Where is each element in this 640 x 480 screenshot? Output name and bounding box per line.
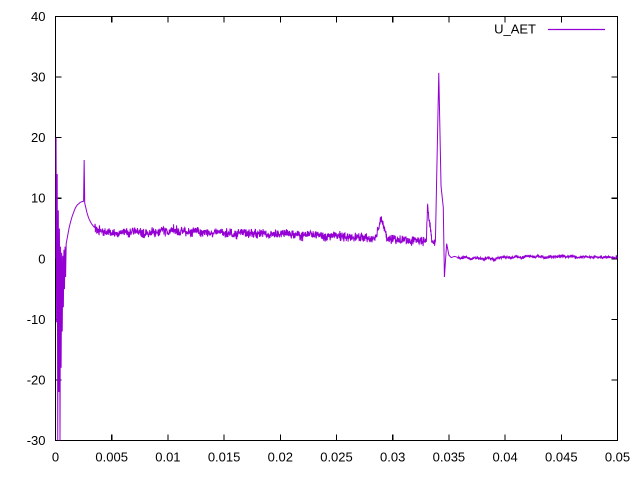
x-tick-label: 0.02 [268,450,293,465]
series-line-u_aet [55,72,618,441]
x-tick-label: 0 [52,450,59,465]
x-tick-label: 0.005 [95,450,128,465]
y-tick-label: -20 [27,372,46,387]
y-tick-label: 20 [31,130,45,145]
x-tick-label: 0.025 [320,450,353,465]
x-tick-label: 0.03 [380,450,405,465]
x-tick-label: 0.035 [433,450,466,465]
y-tick-label: -30 [27,433,46,448]
y-tick-label: 10 [31,191,45,206]
x-tick-label: 0.05 [605,450,630,465]
chart-legend: U_AET [494,22,605,37]
y-tick-label: 0 [38,251,45,266]
x-tick-label: 0.04 [492,450,517,465]
x-tick-label: 0.01 [155,450,180,465]
y-tick-label: 40 [31,9,45,24]
x-tick-label: 0.015 [208,450,241,465]
axis-layer: -30 -20 -10 0 10 20 30 40 0 0.005 0.01 0.015 0.02 0.0… [27,9,630,465]
y-tick-label: -10 [27,312,46,327]
legend-label: U_AET [494,22,536,37]
y-tick-label: 30 [31,70,45,85]
x-tick-label: 0.045 [545,450,578,465]
series-layer [55,72,618,441]
